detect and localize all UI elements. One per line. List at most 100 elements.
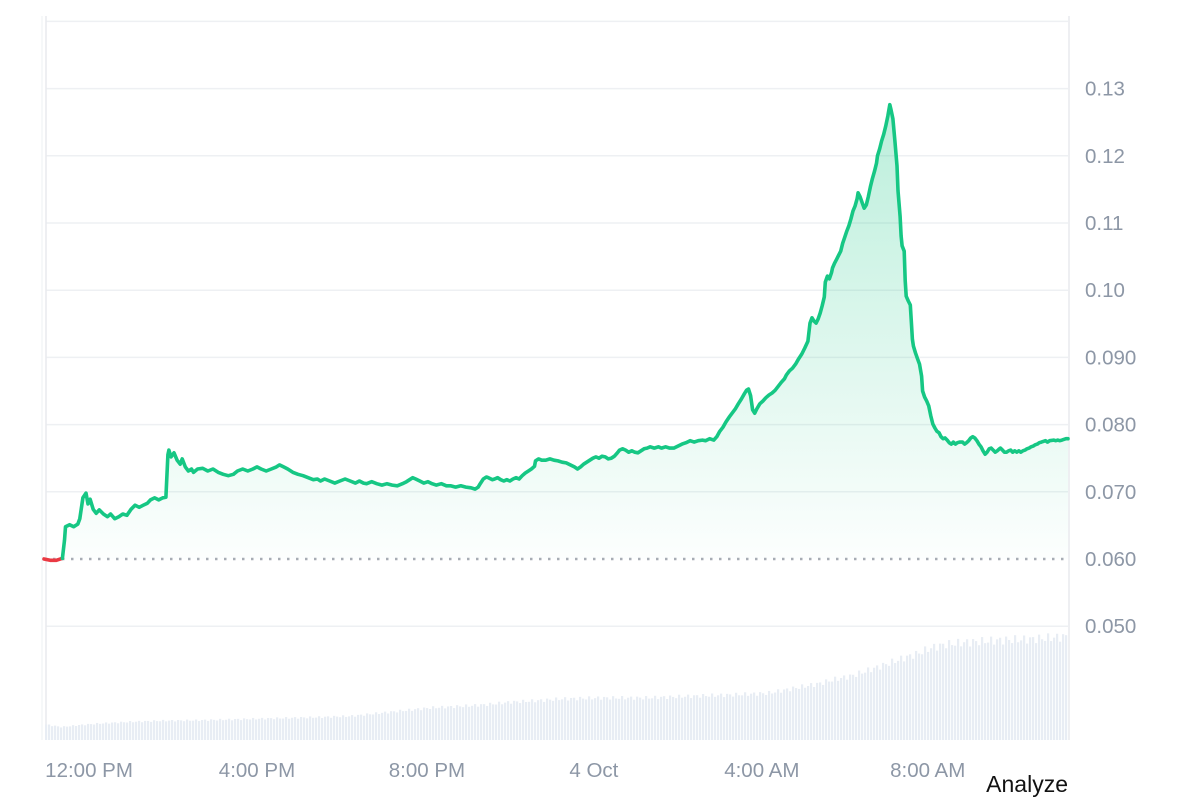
volume-bar xyxy=(249,719,252,740)
volume-bar xyxy=(855,676,858,740)
volume-bar xyxy=(1026,643,1029,740)
volume-bar xyxy=(1032,637,1035,740)
volume-bar xyxy=(474,704,477,740)
volume-bar xyxy=(60,727,63,740)
volume-bar xyxy=(636,696,639,740)
volume-bar xyxy=(720,693,723,740)
volume-bar xyxy=(315,717,318,740)
volume-bar xyxy=(591,699,594,740)
volume-bar xyxy=(255,719,258,740)
volume-bar xyxy=(369,714,372,740)
volume-bar xyxy=(1017,642,1020,740)
volume-bar xyxy=(615,698,618,740)
volume-bar xyxy=(585,699,588,740)
volume-bar xyxy=(333,715,336,740)
volume-bar xyxy=(348,716,351,740)
volume-bar xyxy=(312,717,315,740)
volume-bar xyxy=(318,716,321,740)
volume-bar xyxy=(705,696,708,740)
volume-bar xyxy=(477,706,480,740)
volume-bar xyxy=(165,721,168,740)
y-tick-label: 0.070 xyxy=(1085,481,1136,504)
volume-bar xyxy=(957,638,960,740)
volume-bar xyxy=(291,717,294,740)
volume-bar xyxy=(387,713,390,740)
volume-bar xyxy=(390,711,393,740)
volume-bar xyxy=(738,695,741,740)
volume-bar xyxy=(324,716,327,740)
volume-bar xyxy=(723,697,726,740)
volume-bar xyxy=(1008,640,1011,740)
volume-bar xyxy=(1023,635,1026,740)
volume-bar xyxy=(954,645,957,740)
volume-bar xyxy=(243,718,246,740)
volume-bar xyxy=(597,696,600,740)
volume-bar xyxy=(540,699,543,740)
volume-bar xyxy=(756,695,759,740)
volume-bar xyxy=(1056,633,1059,740)
volume-bar xyxy=(1050,641,1053,740)
volume-bar xyxy=(996,639,999,740)
volume-bar xyxy=(579,696,582,740)
volume-bar xyxy=(717,695,720,740)
volume-bar xyxy=(288,718,291,740)
volume-bar xyxy=(507,701,510,740)
volume-bar xyxy=(1047,633,1050,740)
y-tick-label: 0.11 xyxy=(1085,212,1123,235)
volume-bar xyxy=(903,661,906,740)
volume-bar xyxy=(1044,640,1047,740)
volume-bar xyxy=(96,722,99,740)
price-line xyxy=(60,102,1070,561)
volume-bar xyxy=(660,696,663,740)
volume-bar xyxy=(309,716,312,740)
volume-bar xyxy=(495,704,498,740)
volume-bar xyxy=(918,653,921,740)
volume-bar xyxy=(819,682,822,740)
volume-bar xyxy=(966,639,969,740)
analyze-button[interactable]: Analyze xyxy=(986,771,1068,797)
volume-bar xyxy=(543,701,546,740)
volume-bar xyxy=(600,699,603,740)
volume-bar xyxy=(792,686,795,740)
volume-bar xyxy=(465,704,468,740)
price-line-start-segment xyxy=(42,556,65,563)
volume-bar xyxy=(282,718,285,740)
volume-bar xyxy=(573,697,576,740)
volume-bar xyxy=(246,719,249,740)
volume-bar xyxy=(120,721,123,740)
volume-bar xyxy=(345,716,348,740)
volume-bar xyxy=(486,705,489,740)
volume-bar xyxy=(297,718,300,740)
volume-bar xyxy=(711,693,714,740)
volume-bar xyxy=(552,700,555,740)
volume-bar xyxy=(201,720,204,740)
volume-bar xyxy=(912,658,915,740)
volume-bar xyxy=(336,716,339,740)
volume-bar xyxy=(351,715,354,740)
volume-bar xyxy=(441,705,444,740)
volume-bar xyxy=(774,692,777,740)
volume-bar xyxy=(576,700,579,740)
volume-bar xyxy=(657,699,660,740)
volume-bar xyxy=(453,708,456,740)
volume-bar xyxy=(942,643,945,740)
volume-bar xyxy=(528,701,531,740)
volume-bar xyxy=(783,689,786,740)
volume-bar xyxy=(558,700,561,740)
volume-bar xyxy=(186,719,189,740)
volume-bar xyxy=(195,719,198,740)
volume-bar xyxy=(765,694,768,740)
volume-bar xyxy=(834,676,837,740)
volume-bar xyxy=(588,696,591,740)
volume-bar xyxy=(1038,634,1041,740)
volume-bar xyxy=(114,722,117,740)
volume-bar xyxy=(72,725,75,740)
volume-bar xyxy=(285,717,288,740)
x-tick-label: 12:00 PM xyxy=(45,759,133,782)
volume-bar xyxy=(468,706,471,740)
volume-bar xyxy=(678,694,681,740)
volume-bar xyxy=(795,688,798,740)
volume-bar xyxy=(90,724,93,740)
volume-bar xyxy=(972,639,975,740)
area-fill-layer xyxy=(44,104,1068,561)
